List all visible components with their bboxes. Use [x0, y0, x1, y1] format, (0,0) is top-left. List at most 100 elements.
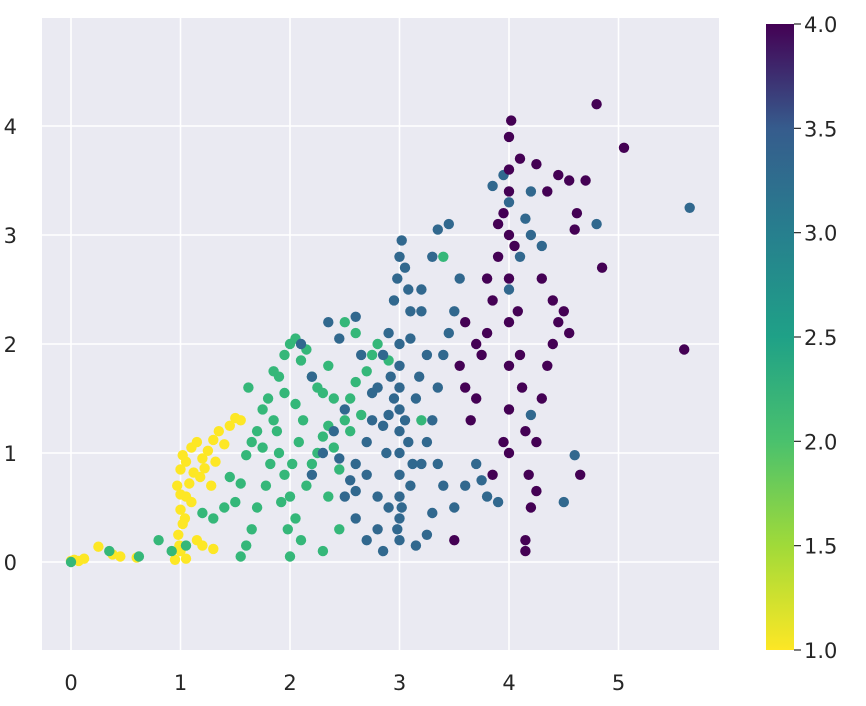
data-point	[284, 491, 296, 502]
data-point	[520, 545, 531, 557]
data-point	[323, 491, 334, 502]
data-point	[512, 306, 523, 317]
data-point	[186, 496, 197, 508]
data-point	[350, 376, 361, 388]
data-point	[432, 382, 443, 393]
data-point	[361, 436, 372, 448]
data-point	[377, 545, 389, 557]
colorbar-tick-label: 3.0	[804, 222, 837, 246]
data-point	[571, 208, 583, 219]
data-point	[199, 463, 210, 474]
data-point	[213, 426, 224, 437]
data-point	[503, 360, 515, 371]
data-point	[392, 524, 403, 535]
data-point	[180, 553, 192, 564]
data-point	[471, 393, 482, 404]
data-point	[235, 551, 246, 562]
data-point	[65, 556, 77, 568]
data-point	[460, 480, 471, 491]
data-points	[65, 99, 695, 568]
data-point	[383, 409, 394, 421]
data-point	[208, 513, 219, 524]
data-point	[115, 551, 126, 562]
data-point	[410, 540, 422, 551]
colorbar-tick-label: 4.0	[804, 13, 837, 37]
data-point	[345, 475, 356, 486]
data-point	[547, 295, 558, 306]
data-point	[173, 529, 184, 540]
data-point	[191, 436, 203, 448]
data-point	[388, 393, 400, 404]
data-point	[403, 436, 414, 448]
data-point	[564, 175, 575, 186]
data-point	[443, 218, 454, 230]
data-point	[284, 551, 296, 562]
data-point	[421, 436, 433, 448]
data-point	[454, 273, 465, 284]
data-point	[394, 513, 405, 524]
grid	[42, 18, 719, 650]
data-point	[503, 186, 515, 197]
data-point	[487, 295, 498, 306]
data-point	[306, 469, 318, 480]
data-point	[394, 360, 405, 371]
data-point	[295, 535, 307, 546]
data-point	[569, 224, 580, 235]
data-point	[520, 535, 531, 546]
data-point	[235, 415, 246, 426]
data-point	[257, 442, 268, 453]
data-point	[558, 306, 569, 317]
data-point	[438, 480, 449, 491]
data-point	[498, 208, 509, 219]
data-point	[403, 284, 414, 295]
data-point	[460, 317, 471, 328]
data-point	[449, 535, 460, 546]
data-point	[350, 513, 361, 524]
data-point	[503, 273, 515, 284]
data-point	[273, 447, 285, 459]
data-point	[377, 349, 389, 361]
data-point	[454, 360, 465, 371]
data-point	[290, 513, 301, 524]
data-point	[246, 524, 257, 535]
data-point	[366, 387, 378, 399]
data-point	[268, 366, 279, 377]
data-point	[179, 513, 191, 524]
data-point	[166, 545, 177, 557]
data-point	[219, 439, 230, 450]
data-point	[339, 317, 350, 328]
data-point	[492, 218, 504, 230]
colorbar-gradient	[766, 24, 794, 650]
data-point	[514, 153, 526, 164]
data-point	[438, 251, 449, 262]
data-point	[366, 415, 378, 426]
data-point	[350, 485, 361, 497]
data-point	[317, 447, 329, 459]
data-point	[361, 535, 372, 546]
data-point	[334, 453, 345, 464]
data-point	[276, 496, 287, 508]
data-point	[514, 349, 526, 361]
data-point	[262, 393, 274, 404]
y-tick-label: 2	[4, 333, 17, 357]
data-point	[334, 333, 345, 344]
data-point	[427, 507, 438, 519]
x-tick-label: 5	[612, 671, 625, 695]
data-point	[328, 393, 339, 404]
data-point	[414, 371, 425, 382]
data-point	[334, 524, 345, 535]
data-point	[392, 273, 403, 284]
data-point	[394, 469, 405, 480]
data-point	[536, 240, 547, 252]
data-point	[279, 387, 290, 399]
data-point	[503, 404, 515, 415]
data-point	[78, 553, 90, 564]
data-point	[251, 426, 263, 437]
data-point	[492, 496, 504, 508]
data-point	[553, 169, 564, 181]
data-point	[175, 464, 186, 475]
data-point	[523, 469, 534, 480]
data-point	[197, 507, 208, 519]
